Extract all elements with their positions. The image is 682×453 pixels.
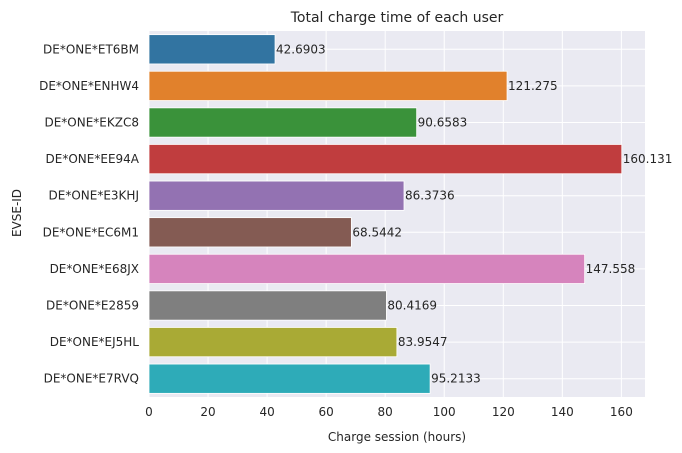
bar-value-label: 83.9547: [398, 335, 448, 349]
x-tick-label: 40: [259, 405, 274, 419]
bar-value-label: 121.275: [508, 79, 558, 93]
x-tick-label: 0: [145, 405, 153, 419]
x-tick-label: 80: [378, 405, 393, 419]
x-axis-label: Charge session (hours): [328, 430, 466, 444]
bar: [148, 180, 405, 211]
y-tick-label: DE*ONE*E2859: [46, 299, 139, 313]
y-tick-label: DE*ONE*EE94A: [46, 152, 140, 166]
bar: [148, 107, 418, 138]
x-tick-label: 140: [551, 405, 574, 419]
bar-value-label: 90.6583: [418, 116, 468, 130]
y-tick-label: DE*ONE*ET6BM: [43, 42, 139, 56]
bar-value-label: 68.5442: [352, 225, 402, 239]
x-tick-label: 160: [610, 405, 633, 419]
y-axis-label: EVSE-ID: [10, 189, 24, 237]
y-tick-label: DE*ONE*EJ5HL: [50, 335, 140, 349]
bar: [148, 34, 276, 65]
bar: [148, 327, 398, 358]
x-tick-label: 100: [433, 405, 456, 419]
bar-value-label: 42.6903: [276, 42, 326, 56]
y-tick-label: DE*ONE*E68JX: [50, 262, 139, 276]
y-tick-label: DE*ONE*ENHW4: [39, 79, 139, 93]
x-tick-label: 60: [319, 405, 334, 419]
bar: [148, 253, 586, 284]
chart-title: Total charge time of each user: [290, 10, 504, 26]
bar-value-label: 95.2133: [431, 372, 481, 386]
y-tick-label: DE*ONE*EKZC8: [44, 116, 139, 130]
x-tick-label: 20: [200, 405, 215, 419]
y-tick-labels: DE*ONE*ET6BM DE*ONE*ENHW4 DE*ONE*EKZC8 DE*O…: [39, 42, 140, 385]
y-tick-label: DE*ONE*E3KHJ: [49, 189, 139, 203]
bar: [148, 363, 431, 394]
x-tick-labels: 0 20 40 60 80 100 120 140 160: [145, 405, 633, 419]
bar: [148, 70, 508, 101]
y-tick-label: DE*ONE*EC6M1: [43, 225, 139, 239]
bar-value-label: 160.131: [623, 152, 673, 166]
bar: [148, 217, 352, 248]
bar-value-label: 147.558: [586, 262, 636, 276]
bar: [148, 290, 387, 321]
bar-value-label: 80.4169: [387, 299, 437, 313]
bars: [148, 34, 623, 394]
value-labels: 42.6903 121.275 90.6583 160.131 86.3736 68.54…: [276, 42, 672, 385]
x-tick-label: 120: [492, 405, 515, 419]
bar-value-label: 86.3736: [405, 189, 455, 203]
bar: [148, 144, 623, 175]
y-tick-label: DE*ONE*E7RVQ: [44, 372, 139, 386]
